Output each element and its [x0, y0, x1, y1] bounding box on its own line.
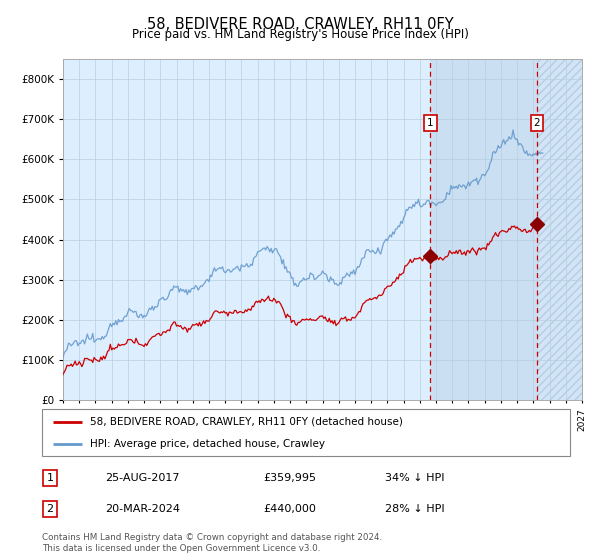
Text: 34% ↓ HPI: 34% ↓ HPI: [385, 473, 445, 483]
Text: 1: 1: [46, 473, 53, 483]
Text: HPI: Average price, detached house, Crawley: HPI: Average price, detached house, Craw…: [89, 438, 325, 449]
Text: 28% ↓ HPI: 28% ↓ HPI: [385, 505, 445, 515]
Text: 58, BEDIVERE ROAD, CRAWLEY, RH11 0FY: 58, BEDIVERE ROAD, CRAWLEY, RH11 0FY: [146, 17, 454, 32]
Text: Contains HM Land Registry data © Crown copyright and database right 2024.
This d: Contains HM Land Registry data © Crown c…: [42, 533, 382, 553]
Text: Price paid vs. HM Land Registry's House Price Index (HPI): Price paid vs. HM Land Registry's House …: [131, 28, 469, 41]
Text: 2: 2: [533, 118, 540, 128]
Text: £359,995: £359,995: [264, 473, 317, 483]
Text: 58, BEDIVERE ROAD, CRAWLEY, RH11 0FY (detached house): 58, BEDIVERE ROAD, CRAWLEY, RH11 0FY (de…: [89, 417, 403, 427]
Text: 25-AUG-2017: 25-AUG-2017: [106, 473, 180, 483]
Text: 2: 2: [46, 505, 53, 515]
Bar: [430, 59, 537, 400]
Text: £440,000: £440,000: [264, 505, 317, 515]
Bar: [537, 59, 582, 400]
Text: 20-MAR-2024: 20-MAR-2024: [106, 505, 181, 515]
Text: 1: 1: [427, 118, 434, 128]
